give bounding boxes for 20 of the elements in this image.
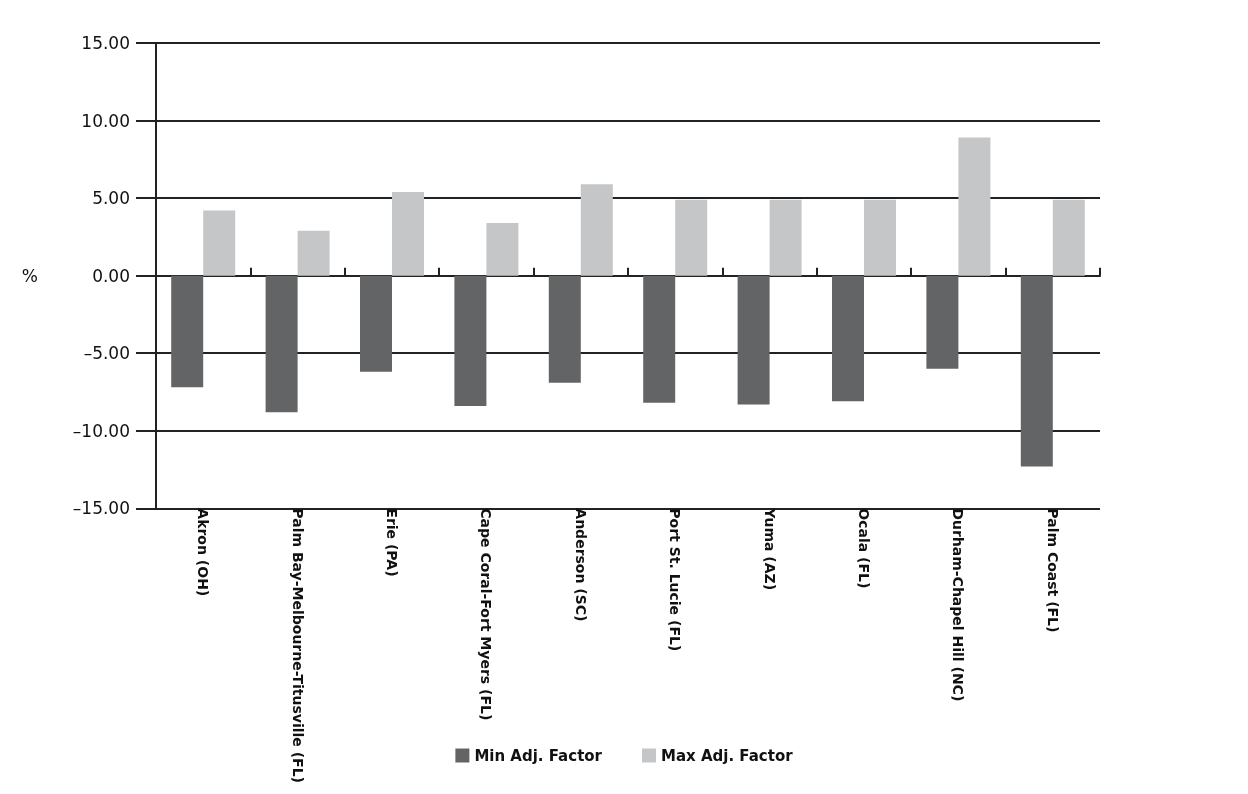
y-tick-label: 5.00 [92, 188, 130, 209]
y-tick-label: –10.00 [72, 420, 130, 441]
x-tick-label: Cape Coral-Fort Myers (FL) [478, 508, 495, 721]
legend-label: Max Adj. Factor [661, 746, 794, 765]
y-axis-title: % [21, 265, 38, 286]
y-tick-label: 10.00 [81, 110, 130, 131]
x-tick-label: Yuma (AZ) [761, 507, 778, 591]
y-tick-label: 15.00 [81, 33, 130, 53]
legend-label: Min Adj. Factor [474, 746, 603, 765]
x-tick-label: Ocala (FL) [856, 508, 872, 589]
x-tick-label: Port St. Lucie (FL) [667, 508, 684, 652]
y-tick-label: –15.00 [72, 498, 130, 519]
x-tick-label: Palm Coast (FL) [1044, 508, 1061, 633]
y-tick-label: –5.00 [83, 343, 130, 364]
x-tick-label: Akron (OH) [195, 508, 212, 597]
y-tick-label: 0.00 [92, 265, 130, 286]
x-tick-label: Erie (PA) [384, 508, 400, 577]
x-tick-label: Palm Bay-Melbourne-Titusville (FL) [289, 508, 306, 784]
x-tick-label: Anderson (SC) [572, 508, 589, 622]
x-tick-label: Durham-Chapel Hill (NC) [950, 508, 967, 702]
